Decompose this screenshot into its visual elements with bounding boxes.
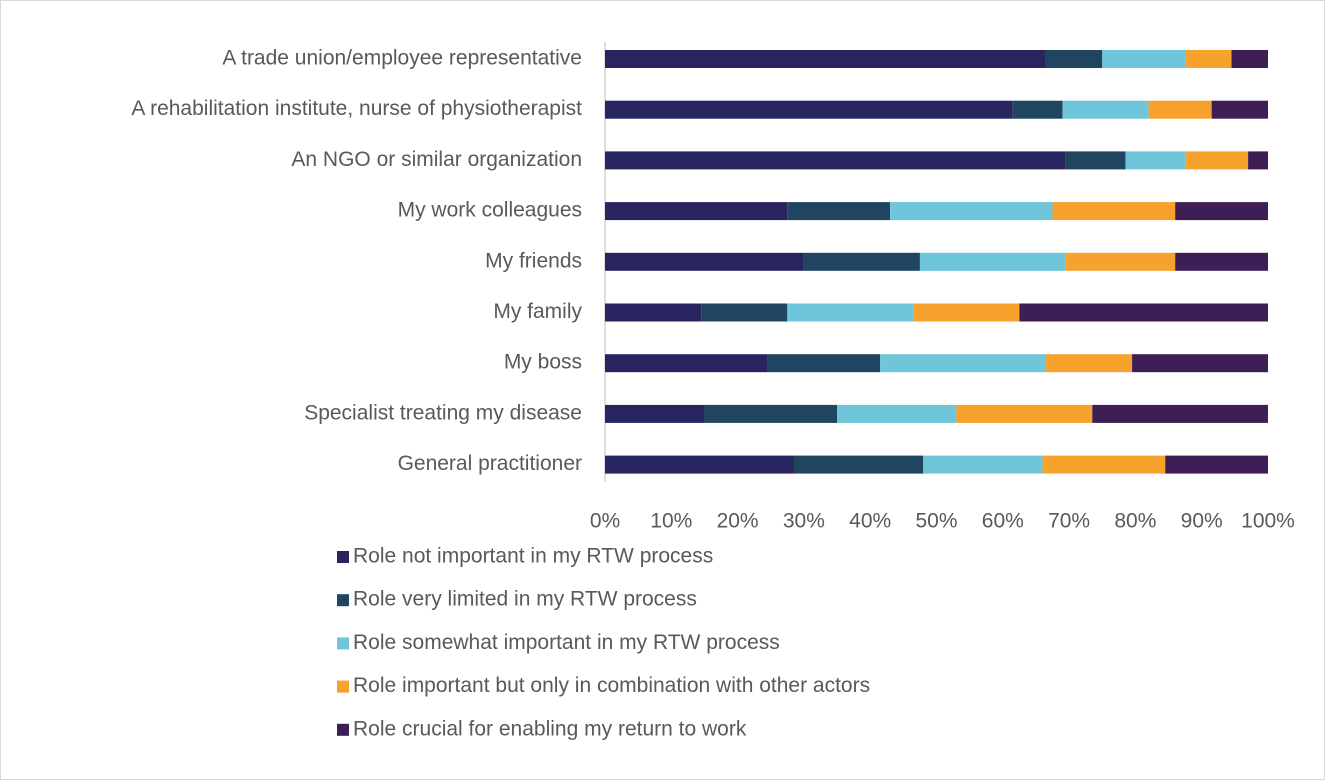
x-tick-label: 0% [590, 510, 620, 533]
bar-segment [605, 404, 705, 423]
category-label: My boss [504, 351, 582, 374]
bar-segment [1185, 151, 1249, 170]
bar-segment [793, 455, 924, 474]
legend-label: Role not important in my RTW process [353, 545, 713, 568]
legend-swatch [337, 680, 349, 693]
bar-segment [837, 404, 957, 423]
bar-segment [919, 252, 1066, 271]
bar-segment [1185, 50, 1232, 68]
category-label: My family [493, 300, 582, 323]
bar-segment [605, 252, 804, 271]
bar-segment [1125, 151, 1186, 170]
bar-segment [1052, 202, 1176, 221]
legend-label: Role crucial for enabling my return to w… [353, 717, 747, 740]
legend-swatch [337, 637, 349, 650]
category-label: An NGO or similar organization [291, 148, 582, 171]
legend-swatch [337, 594, 349, 607]
bar-segment [913, 303, 1020, 322]
bar-segment [1102, 50, 1186, 68]
bar-segment [1248, 151, 1268, 170]
legend-label: Role very limited in my RTW process [353, 588, 697, 611]
bar-segment [1092, 404, 1268, 423]
category-label: Specialist treating my disease [304, 401, 582, 424]
x-tick-label: 50% [915, 510, 957, 533]
x-tick-label: 30% [783, 510, 825, 533]
bar-segment [923, 455, 1043, 474]
bar-segment [704, 404, 838, 423]
bar-segment [956, 404, 1093, 423]
x-tick-label: 20% [717, 510, 759, 533]
category-label: A rehabilitation institute, nurse of phy… [131, 97, 582, 120]
bar-segment [1211, 100, 1268, 119]
bar-segment [1045, 354, 1133, 373]
x-tick-label: 40% [849, 510, 891, 533]
bar-segment [787, 202, 891, 221]
bar-segment [1042, 455, 1166, 474]
x-tick-label: 100% [1241, 510, 1295, 533]
x-tick-label: 60% [982, 510, 1024, 533]
bar-segment [701, 303, 788, 322]
bar-segment [1165, 455, 1268, 474]
legend-label: Role important but only in combination w… [353, 674, 870, 697]
x-tick-label: 90% [1181, 510, 1223, 533]
bar-segment [1062, 100, 1149, 119]
category-label: My work colleagues [398, 199, 582, 222]
bar-segment [1148, 100, 1212, 119]
bar-segment [605, 303, 702, 322]
legend-swatch [337, 723, 349, 736]
bar-segment [605, 202, 788, 221]
bar-segment [880, 354, 1046, 373]
bar-segment [605, 354, 768, 373]
bar-segment [787, 303, 914, 322]
x-tick-label: 10% [650, 510, 692, 533]
legend-swatch [337, 551, 349, 563]
bar-segment [1045, 50, 1103, 68]
bar-segment [1175, 252, 1268, 271]
x-tick-label: 80% [1114, 510, 1156, 533]
bar-segment [767, 354, 881, 373]
bar-segment [605, 455, 794, 474]
bar-segment [605, 151, 1066, 170]
bar-segment [1019, 303, 1268, 322]
legend-label: Role somewhat important in my RTW proces… [353, 631, 780, 654]
bar-segment [1175, 202, 1268, 221]
bar-segment [803, 252, 920, 271]
bar-segment [1012, 100, 1063, 119]
category-label: A trade union/employee representative [222, 47, 582, 70]
x-tick-label: 70% [1048, 510, 1090, 533]
bar-segment [605, 100, 1013, 119]
bar-segment [890, 202, 1053, 221]
category-label: My friends [485, 249, 582, 272]
category-label: General practitioner [398, 452, 582, 475]
bar-segment [1231, 50, 1268, 68]
bar-segment [1132, 354, 1268, 373]
bar-segment [1065, 151, 1126, 170]
bar-segment [605, 50, 1046, 68]
bar-segment [1065, 252, 1176, 271]
